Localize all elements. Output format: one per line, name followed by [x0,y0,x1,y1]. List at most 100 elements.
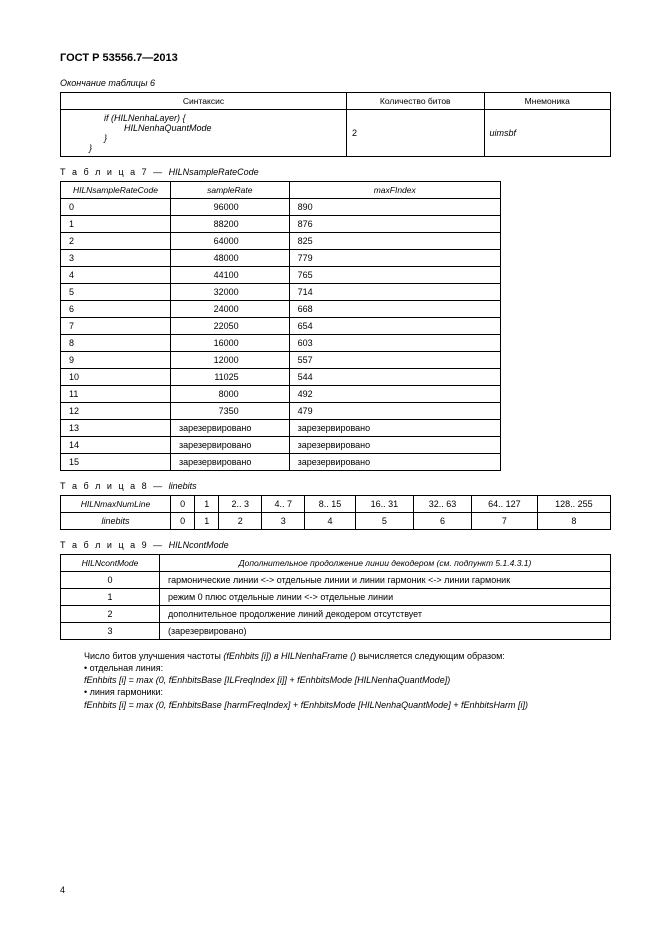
t9-h2: Дополнительное продолжение линии декодер… [160,555,611,572]
t9-cap-pre: Т а б л и ц а 9 — [60,540,169,550]
table6: Синтаксис Количество битов Мнемоника if … [60,92,611,157]
t7-cell: 765 [289,267,500,284]
t7-cell: 88200 [170,216,289,233]
t7-cell: 0 [61,199,171,216]
t7-cell: 14 [61,437,171,454]
t7-cell: 11 [61,386,171,403]
t7-cell: 48000 [170,250,289,267]
t7-cell: 654 [289,318,500,335]
t8-cap-pre: Т а б л и ц а 8 — [60,481,169,491]
t9-cell: 1 [61,589,160,606]
bp5: fEnhbits [i] = max (0, fEnhbitsBase [har… [60,699,611,711]
t6-l4: } [79,143,341,153]
t9-cell: 2 [61,606,160,623]
t6-l2: HILNenhaQuantMode [79,123,341,133]
t7-h3: maxFIndex [289,182,500,199]
t7-cell: 7350 [170,403,289,420]
t8-cell: 2 [219,513,262,530]
t7-cell: 1 [61,216,171,233]
table9-caption: Т а б л и ц а 9 — HILNcontMode [60,540,611,550]
t7-cell: 668 [289,301,500,318]
table7: HILNsampleRateCode sampleRate maxFIndex … [60,181,501,471]
t7-cell: 44100 [170,267,289,284]
t7-cell: зарезервировано [170,420,289,437]
t7-h2: sampleRate [170,182,289,199]
body-text: Число битов улучшения частоты (fEnhbits … [60,650,611,711]
t7-cell: 10 [61,369,171,386]
t7-cell: 492 [289,386,500,403]
t7-cell: 544 [289,369,500,386]
t7-cell: 5 [61,284,171,301]
bp1c: вычисляется следующим образом: [356,651,505,661]
t7-cell: 2 [61,233,171,250]
t7-cell: 12000 [170,352,289,369]
t7-cell: 15 [61,454,171,471]
t8-cell: 5 [355,513,413,530]
page-number: 4 [60,885,65,895]
t6-syntax: if (HILNenhaLayer) { HILNenhaQuantMode }… [61,110,347,157]
t7-cell: 876 [289,216,500,233]
table8: HILNmaxNumLine012.. 34.. 78.. 1516.. 313… [60,495,611,530]
t7-cell: 779 [289,250,500,267]
t7-cell: 557 [289,352,500,369]
t7-h1: HILNsampleRateCode [61,182,171,199]
t7-cell: 825 [289,233,500,250]
t8-cell: 8 [537,513,610,530]
t8-cell: 3 [262,513,305,530]
table9: HILNcontMode Дополнительное продолжение … [60,554,611,640]
t9-cell: (зарезервировано) [160,623,611,640]
t7-cell: 12 [61,403,171,420]
bp1b: (fEnhbits [i]) в HILNenhaFrame () [223,651,356,661]
t7-cell: 890 [289,199,500,216]
t7-cell: 24000 [170,301,289,318]
t8-cell: 2.. 3 [219,496,262,513]
document-header: ГОСТ Р 53556.7—2013 [60,52,611,64]
t6-mnem: uimsbf [484,110,611,157]
t7-cell: 714 [289,284,500,301]
t7-cell: зарезервировано [289,454,500,471]
t8-cell: 6 [413,513,471,530]
table7-caption: Т а б л и ц а 7 — HILNsampleRateCode [60,167,611,177]
t9-cap-name: HILNcontMode [169,540,229,550]
t9-cell: 3 [61,623,160,640]
t6-bits: 2 [347,110,485,157]
t7-cell: 64000 [170,233,289,250]
t7-cell: 7 [61,318,171,335]
t7-cell: 3 [61,250,171,267]
t7-cell: 16000 [170,335,289,352]
t8-cell: 8.. 15 [305,496,356,513]
t8-cap-name: linebits [169,481,197,491]
t7-cell: 13 [61,420,171,437]
t7-cell: 4 [61,267,171,284]
t7-cap-name: HILNsampleRateCode [169,167,259,177]
t7-cap-pre: Т а б л и ц а 7 — [60,167,169,177]
t7-cell: 11025 [170,369,289,386]
bp1a: Число битов улучшения частоты [84,651,223,661]
t8-cell: 4 [305,513,356,530]
t8-r1-label: HILNmaxNumLine [61,496,171,513]
t8-cell: 1 [195,496,219,513]
t7-cell: зарезервировано [170,437,289,454]
t8-cell: 1 [195,513,219,530]
bp2: • отдельная линия: [60,662,611,674]
t9-cell: режим 0 плюс отдельные линии <-> отдельн… [160,589,611,606]
t7-cell: 8000 [170,386,289,403]
t7-cell: 479 [289,403,500,420]
t8-cell: 64.. 127 [472,496,538,513]
t8-cell: 32.. 63 [413,496,471,513]
t8-cell: 16.. 31 [355,496,413,513]
t6-h1: Синтаксис [61,93,347,110]
t9-cell: гармонические линии <-> отдельные линии … [160,572,611,589]
t6-l1: if (HILNenhaLayer) { [79,113,341,123]
t6-l3: } [79,133,341,143]
t7-cell: 22050 [170,318,289,335]
t9-cell: 0 [61,572,160,589]
t8-cell: 128.. 255 [537,496,610,513]
t7-cell: зарезервировано [289,420,500,437]
t8-cell: 4.. 7 [262,496,305,513]
t8-cell: 0 [171,513,195,530]
t6-h3: Мнемоника [484,93,611,110]
bp3: fEnhbits [i] = max (0, fEnhbitsBase [ILF… [60,674,611,686]
t7-cell: 9 [61,352,171,369]
t7-cell: зарезервировано [289,437,500,454]
